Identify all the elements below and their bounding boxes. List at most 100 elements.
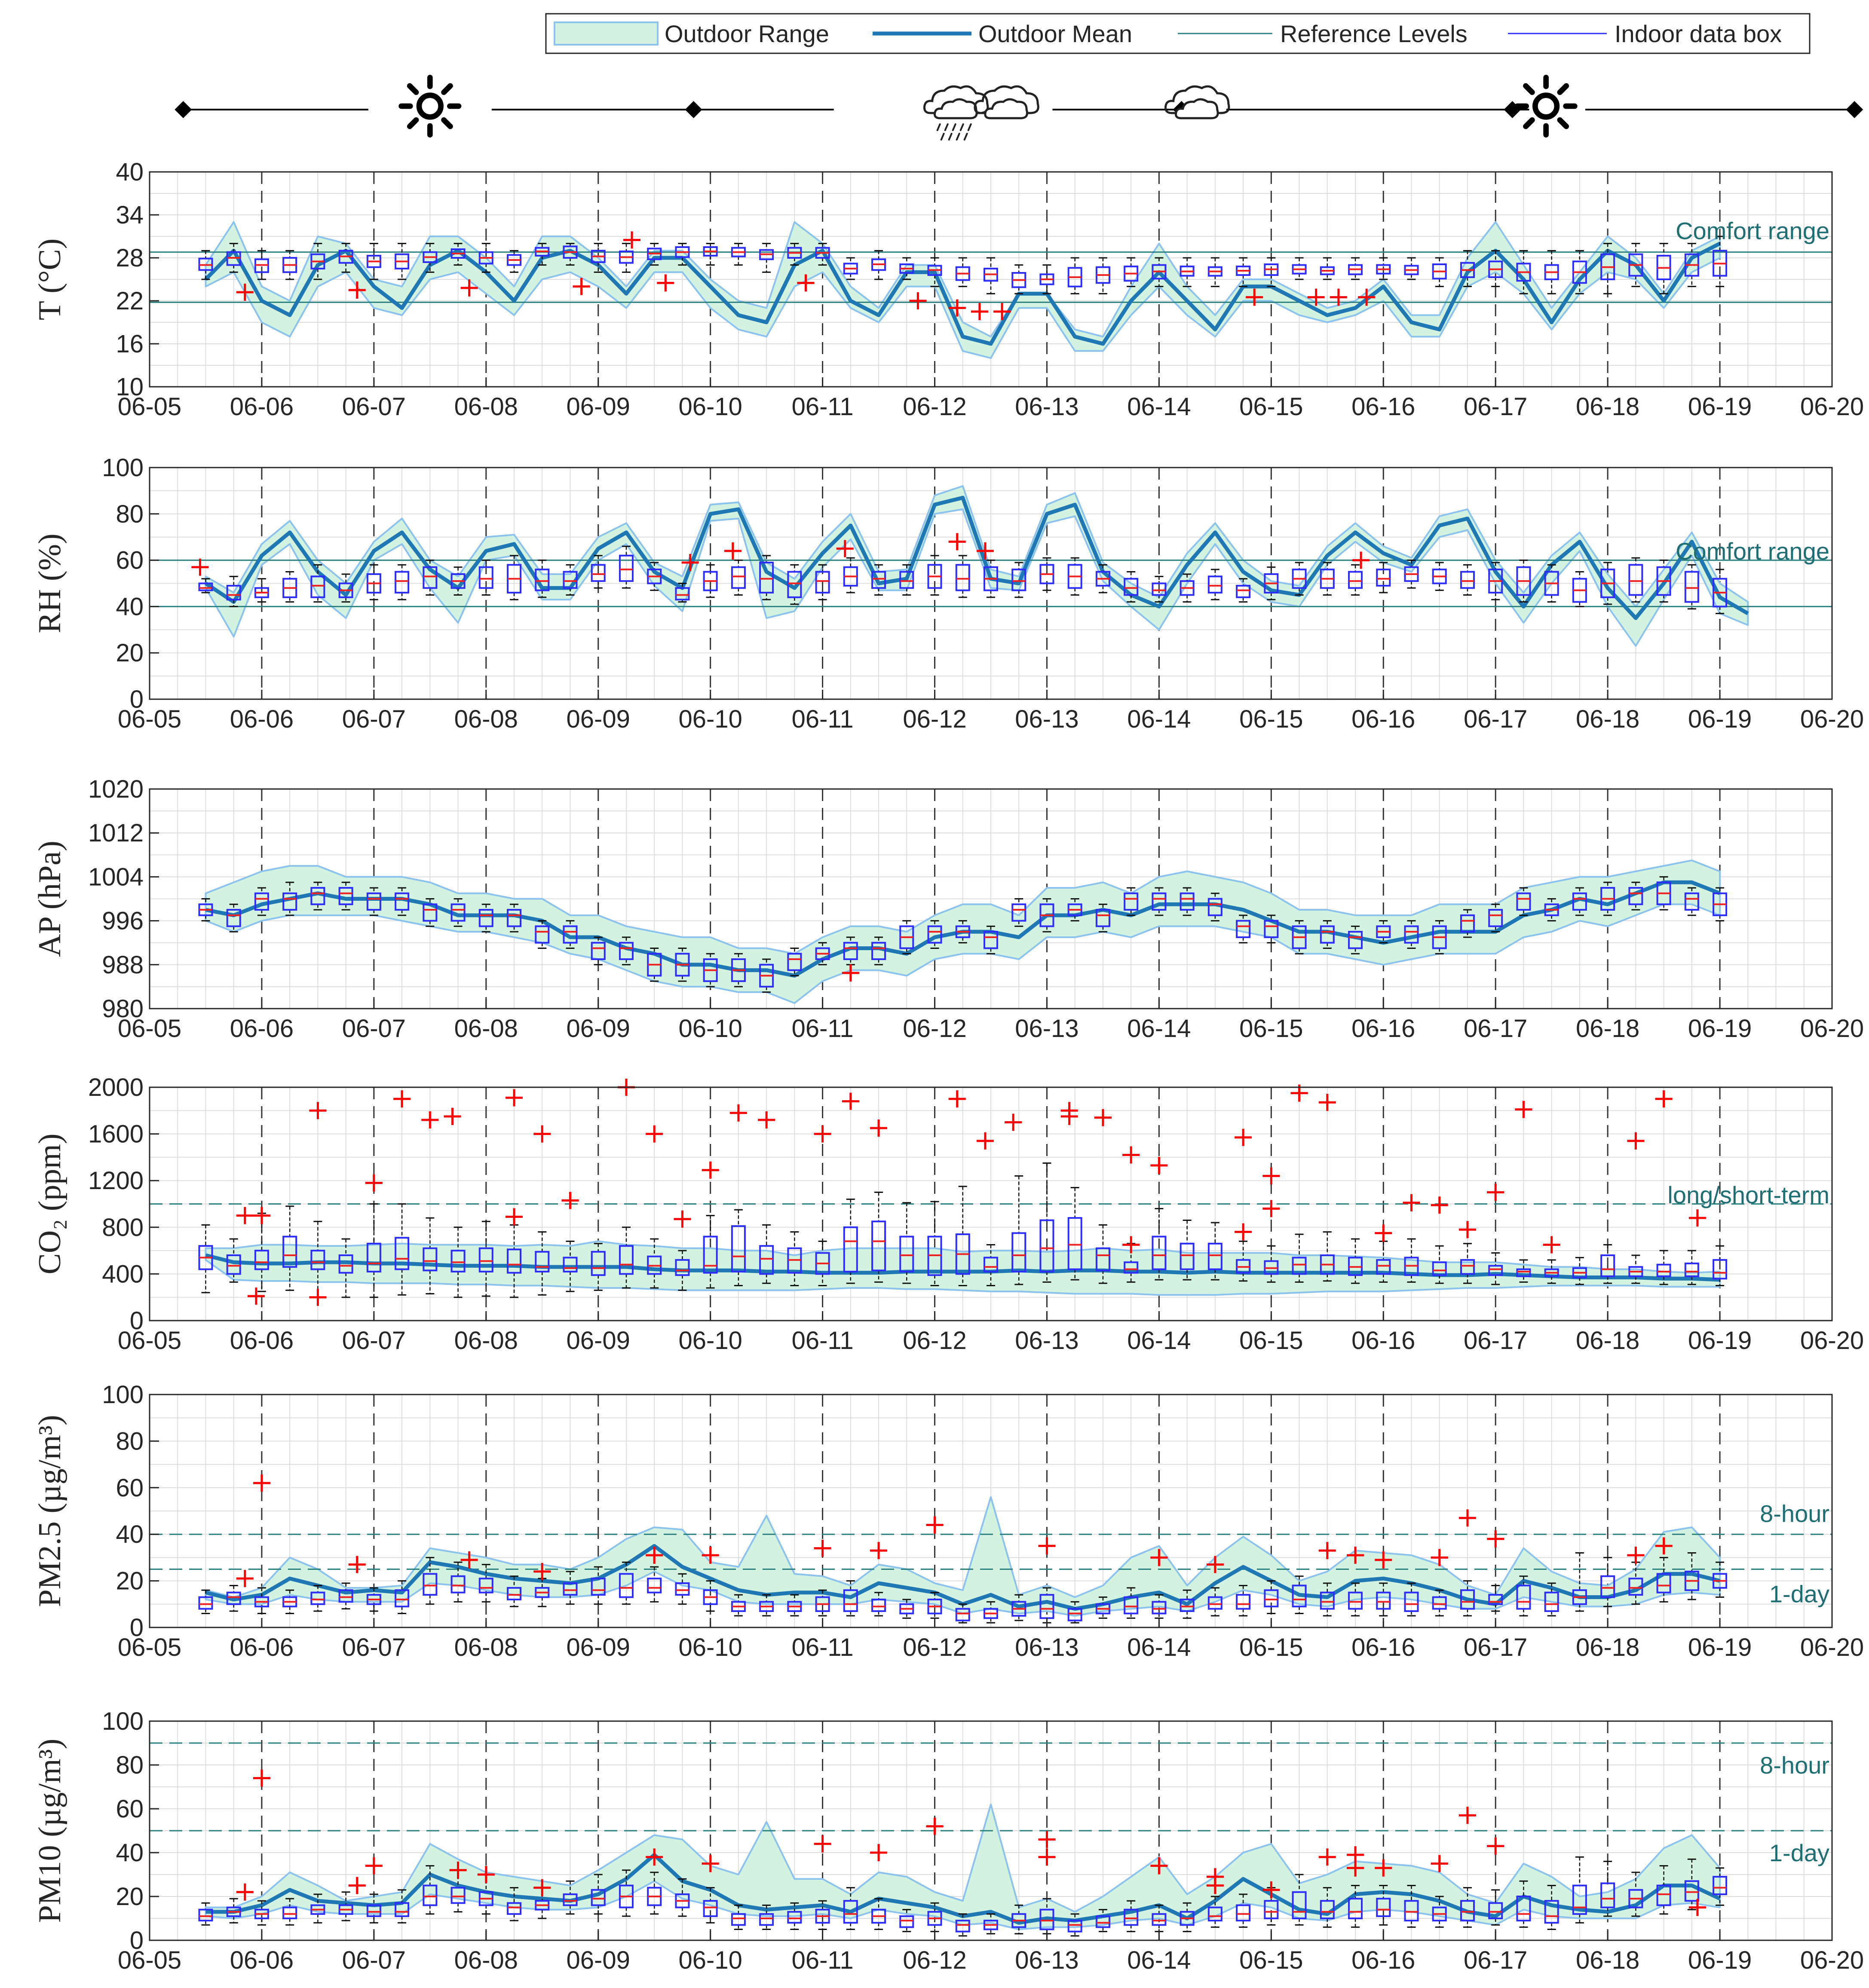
indoor-box xyxy=(366,1904,381,1917)
indoor-box xyxy=(1628,887,1643,905)
indoor-box xyxy=(1432,1596,1447,1610)
indoor-box xyxy=(1152,582,1167,596)
y-tick-label: 100 xyxy=(102,1381,144,1409)
indoor-box xyxy=(1656,1263,1671,1277)
indoor-box xyxy=(1488,1265,1503,1276)
indoor-box xyxy=(395,1902,410,1917)
indoor-outlier xyxy=(814,1539,831,1557)
indoor-outlier xyxy=(236,1883,254,1901)
indoor-box xyxy=(1628,1578,1643,1596)
y-tick-label: 996 xyxy=(102,907,144,935)
indoor-box xyxy=(647,1578,662,1593)
y-tick-label: 1020 xyxy=(88,775,144,803)
y-axis-label: RH (%) xyxy=(32,533,67,633)
indoor-box xyxy=(1264,1589,1279,1608)
indoor-box xyxy=(507,909,522,927)
indoor-box xyxy=(423,1884,438,1906)
x-tick-label: 06-17 xyxy=(1464,1946,1527,1974)
indoor-outlier xyxy=(253,1474,270,1492)
x-tick-label: 06-07 xyxy=(342,393,406,421)
indoor-box xyxy=(843,1900,858,1924)
x-tick-label: 06-09 xyxy=(567,1946,630,1974)
y-tick-label: 28 xyxy=(116,244,144,272)
x-tick-label: 06-16 xyxy=(1351,1015,1415,1043)
y-tick-label: 80 xyxy=(116,1427,144,1455)
indoor-box xyxy=(787,953,802,971)
indoor-box xyxy=(1376,1591,1391,1610)
indoor-box xyxy=(226,1591,241,1605)
indoor-outlier xyxy=(1487,1837,1504,1855)
legend-swatch-outdoor-range xyxy=(554,21,659,46)
indoor-box xyxy=(563,925,578,944)
indoor-box xyxy=(226,1254,241,1275)
indoor-outlier xyxy=(1627,1132,1645,1150)
indoor-outlier xyxy=(1458,1221,1476,1239)
indoor-outlier xyxy=(449,1861,467,1879)
indoor-box xyxy=(1236,1594,1251,1610)
indoor-outlier xyxy=(1403,1194,1420,1211)
y-tick-label: 0 xyxy=(130,1927,144,1954)
reference-label: long/short-term xyxy=(1667,1181,1829,1208)
indoor-outlier xyxy=(1122,1236,1140,1254)
x-tick-label: 06-06 xyxy=(230,1946,294,1974)
indoor-box xyxy=(1572,1884,1587,1915)
indoor-box xyxy=(675,587,690,601)
indoor-outlier xyxy=(348,1556,366,1573)
indoor-outlier xyxy=(1318,1542,1336,1560)
indoor-box xyxy=(1600,1254,1615,1277)
indoor-box xyxy=(1320,925,1335,944)
indoor-outlier xyxy=(533,1879,551,1896)
indoor-box xyxy=(1516,1268,1531,1277)
indoor-outlier xyxy=(460,1551,478,1569)
indoor-outlier xyxy=(948,299,966,317)
x-tick-label: 06-20 xyxy=(1800,1327,1864,1355)
indoor-box xyxy=(338,1589,353,1603)
y-tick-label: 100 xyxy=(102,454,144,482)
indoor-box xyxy=(535,925,550,944)
legend: Outdoor Range Outdoor Mean Reference Lev… xyxy=(545,13,1811,54)
x-tick-label: 06-11 xyxy=(792,1327,854,1355)
indoor-box xyxy=(310,575,325,598)
x-tick-label: 06-07 xyxy=(342,1633,406,1661)
indoor-outlier xyxy=(348,1877,366,1894)
indoor-outlier xyxy=(1431,1196,1448,1214)
x-tick-label: 06-13 xyxy=(1015,393,1079,421)
x-tick-label: 06-17 xyxy=(1464,705,1527,733)
indoor-outlier xyxy=(842,964,859,982)
reference-label: 8-hour xyxy=(1760,1752,1829,1779)
y-tick-label: 16 xyxy=(116,330,144,358)
indoor-outlier xyxy=(1318,1848,1336,1866)
reference-label: Comfort range xyxy=(1676,538,1829,565)
indoor-outlier xyxy=(533,1125,551,1143)
indoor-box xyxy=(843,1589,858,1612)
indoor-box xyxy=(478,566,493,589)
x-tick-label: 06-20 xyxy=(1800,393,1864,421)
x-tick-label: 06-15 xyxy=(1239,1327,1303,1355)
indoor-box xyxy=(1236,1904,1251,1922)
indoor-box xyxy=(1713,1876,1728,1895)
x-tick-label: 06-11 xyxy=(792,1946,854,1974)
indoor-box xyxy=(1460,1589,1475,1610)
indoor-outlier xyxy=(309,1102,327,1119)
indoor-outlier xyxy=(674,1210,691,1228)
x-tick-label: 06-20 xyxy=(1800,1015,1864,1043)
weather-marker xyxy=(1846,101,1863,118)
x-tick-label: 06-20 xyxy=(1800,705,1864,733)
indoor-box xyxy=(1095,1915,1110,1928)
indoor-box xyxy=(395,1589,410,1608)
indoor-box xyxy=(1516,892,1531,911)
indoor-outlier xyxy=(1038,1831,1056,1848)
indoor-outlier xyxy=(253,1207,270,1224)
x-tick-label: 06-13 xyxy=(1015,1633,1079,1661)
indoor-box xyxy=(871,1598,886,1612)
indoor-box xyxy=(871,1220,886,1272)
indoor-box xyxy=(731,1225,746,1272)
x-tick-label: 06-08 xyxy=(454,1015,518,1043)
indoor-outlier xyxy=(1688,1899,1706,1916)
axes-frame xyxy=(149,1086,1833,1321)
indoor-box xyxy=(1348,571,1363,589)
axes-frame xyxy=(149,788,1833,1009)
indoor-box xyxy=(1152,1913,1167,1926)
indoor-box xyxy=(1124,1908,1139,1926)
